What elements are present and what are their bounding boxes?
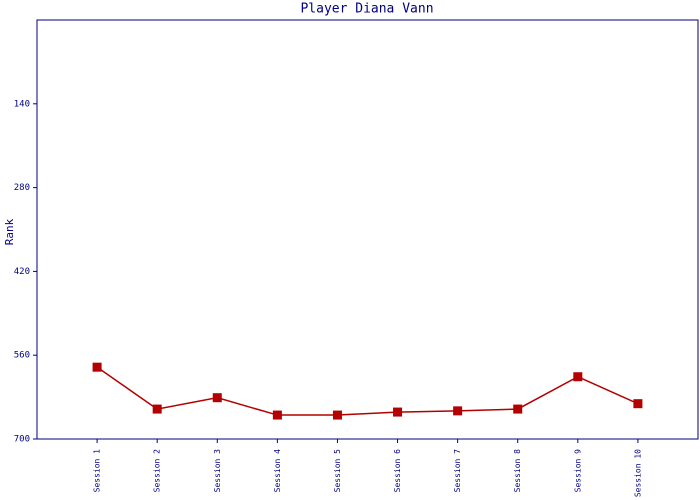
y-axis-title: Rank — [3, 218, 16, 245]
point-marker — [633, 399, 643, 409]
point-marker — [513, 404, 523, 414]
x-tick-label: Session 4 — [273, 449, 282, 493]
plot-frame — [36, 19, 699, 440]
series-line — [96, 366, 639, 416]
x-tick-label: Session 6 — [393, 449, 402, 493]
point-marker — [453, 406, 463, 416]
y-tick-label: 140 — [14, 99, 30, 109]
point-marker — [393, 407, 403, 417]
chart-title: Player Diana Vann — [300, 2, 433, 17]
y-tick-label: 700 — [14, 435, 30, 445]
point-marker — [92, 362, 102, 372]
y-tick-label: 560 — [14, 351, 30, 361]
point-marker — [212, 393, 222, 403]
x-tick-label: Session 8 — [513, 449, 522, 493]
point-marker — [573, 372, 583, 382]
point-marker — [152, 404, 162, 414]
x-tick-label: Session 3 — [213, 449, 222, 493]
x-tick-label: Session 2 — [153, 449, 162, 493]
point-marker — [272, 410, 282, 420]
y-tick-label: 280 — [14, 183, 30, 193]
point-marker — [332, 410, 342, 420]
x-tick-label: Session 1 — [93, 449, 102, 493]
x-tick-label: Session 5 — [333, 449, 342, 493]
x-tick-label: Session 7 — [453, 449, 462, 493]
y-tick-label: 420 — [14, 267, 30, 277]
x-tick-label: Session 10 — [633, 449, 642, 497]
x-tick-label: Session 9 — [573, 449, 582, 493]
